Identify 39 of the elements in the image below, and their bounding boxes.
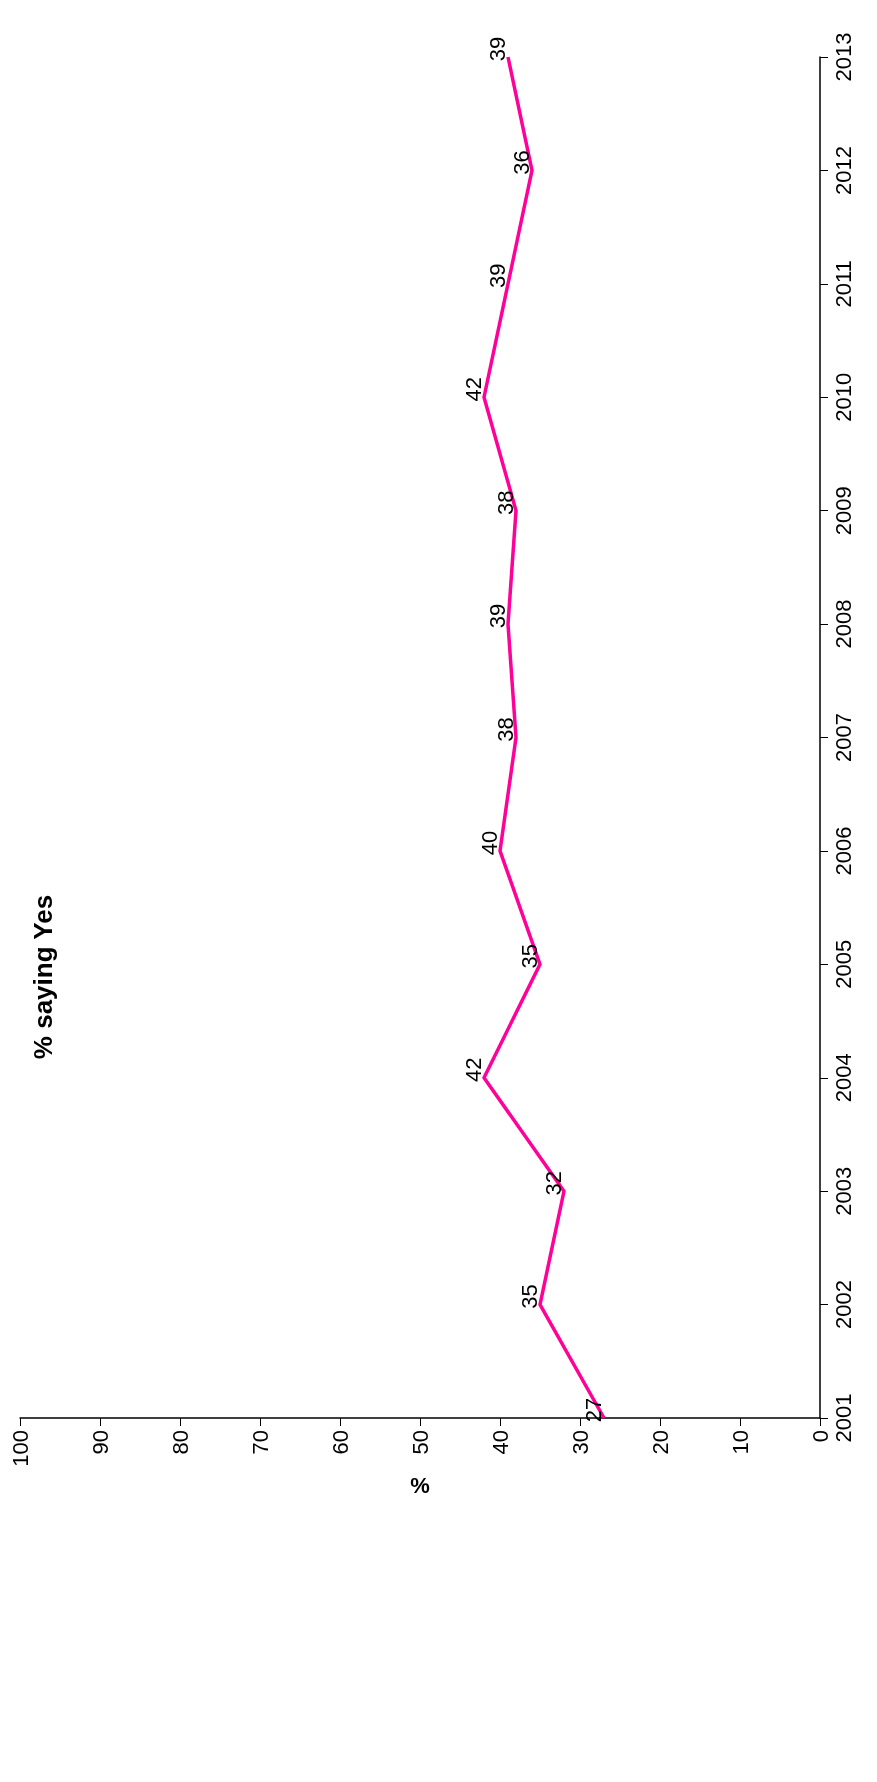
x-tick-label: 60: [327, 1430, 353, 1455]
x-tick-label: 30: [567, 1430, 593, 1455]
x-tick-label: 80: [167, 1430, 193, 1455]
y-tick-label: 2007: [830, 713, 856, 762]
y-tick-label: 2008: [830, 599, 856, 649]
x-tick-label: 100: [7, 1430, 33, 1467]
data-label: 35: [516, 1284, 542, 1309]
x-axis-title: %: [410, 1473, 430, 1499]
y-tick-label: 2004: [830, 1053, 856, 1103]
data-label: 40: [476, 830, 502, 856]
y-tick-label: 2005: [830, 939, 856, 989]
data-label: 42: [460, 1057, 486, 1082]
y-tick-label: 2011: [830, 260, 856, 308]
data-label: 36: [508, 150, 534, 175]
x-tick-label: 10: [727, 1430, 753, 1455]
text: % saying Yes: [28, 894, 58, 1060]
y-tick-label: 2001: [830, 1393, 856, 1443]
y-tick-label: 2013: [830, 32, 856, 82]
data-label: 27: [580, 1397, 606, 1423]
y-tick-label: 2009: [830, 486, 856, 536]
x-tick-label: 0: [807, 1430, 833, 1443]
y-tick-label: 2006: [830, 826, 856, 876]
data-label: 32: [540, 1170, 566, 1196]
y-tick-label: 2012: [830, 145, 856, 195]
y-tick-label: 2003: [830, 1166, 856, 1216]
y-tick-label: 2002: [830, 1280, 856, 1330]
x-tick-label: 50: [407, 1430, 433, 1455]
x-tick-label: 20: [647, 1430, 673, 1455]
data-label: 42: [460, 377, 486, 402]
x-tick-label: 70: [247, 1430, 273, 1455]
y-tick-label: 2010: [830, 372, 856, 422]
data-label: 39: [484, 263, 510, 289]
x-tick-label: 40: [487, 1430, 513, 1455]
x-tick-label: 90: [87, 1430, 113, 1455]
data-label: 35: [516, 944, 542, 969]
data-label: 38: [492, 717, 518, 742]
data-label: 38: [492, 490, 518, 515]
data-label: 39: [484, 603, 510, 629]
data-label: 39: [484, 36, 510, 62]
